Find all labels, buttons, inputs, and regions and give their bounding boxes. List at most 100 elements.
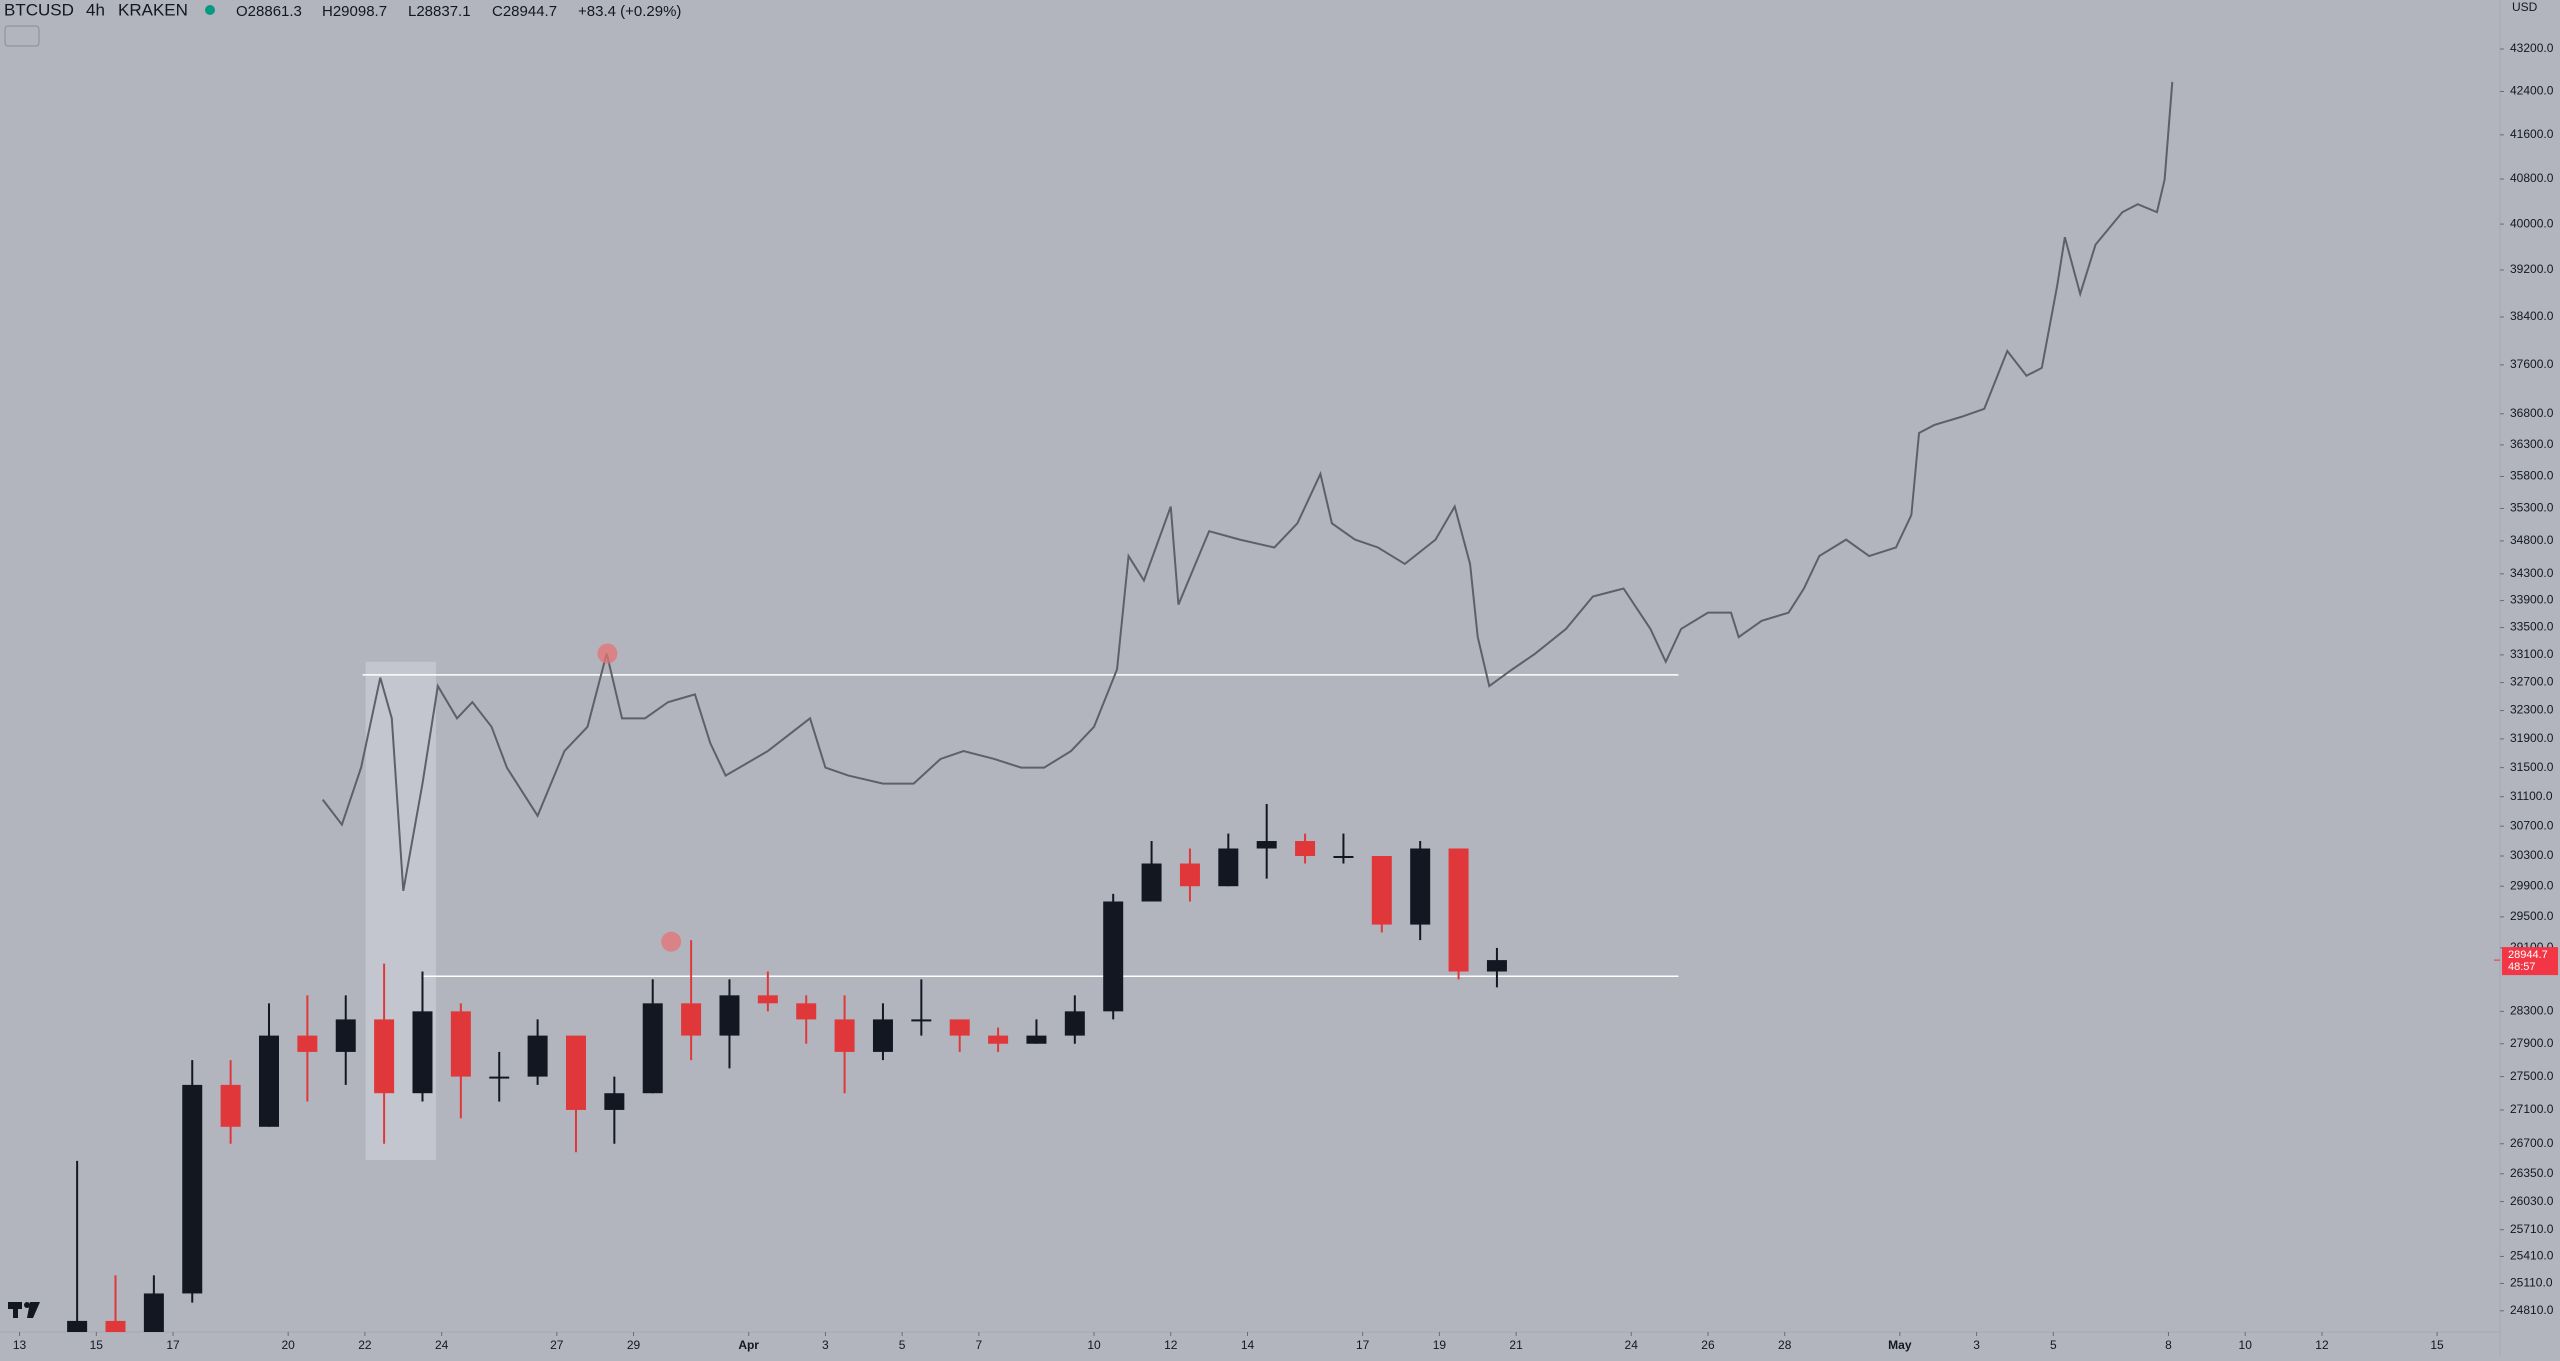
candle-body	[412, 1011, 433, 1094]
overlay-line	[321, 81, 2174, 891]
x-tick-label: 21	[1509, 1338, 1523, 1352]
y-tick-label: 26700.0	[2510, 1136, 2554, 1150]
x-tick-label: 22	[358, 1338, 372, 1352]
candle-body	[1410, 848, 1431, 925]
ohlc-high: H29098.7	[322, 3, 387, 20]
y-tick-label: 40800.0	[2510, 171, 2554, 185]
y-tick-label: 43200.0	[2510, 41, 2554, 55]
y-tick-label: 31500.0	[2510, 760, 2554, 774]
y-tick-label: 33100.0	[2510, 647, 2554, 661]
y-tick-label: 35800.0	[2510, 469, 2554, 483]
y-tick-label: 26350.0	[2510, 1166, 2554, 1180]
x-tick-label: 17	[1356, 1338, 1370, 1352]
candle-body	[1179, 863, 1200, 887]
y-tick-label: 25110.0	[2510, 1276, 2553, 1290]
y-tick-label: 42400.0	[2510, 84, 2554, 98]
candle-body	[834, 1019, 855, 1052]
y-tick-label: 38400.0	[2510, 309, 2554, 323]
candle-body	[374, 1019, 395, 1094]
candle-body	[565, 1035, 586, 1110]
x-tick-label: 24	[435, 1338, 449, 1352]
x-tick-label: 5	[2050, 1338, 2057, 1352]
y-tick-label: 25410.0	[2510, 1249, 2554, 1263]
x-tick-label: 3	[822, 1338, 829, 1352]
x-tick-label: 15	[2430, 1338, 2444, 1352]
candle-body	[1295, 841, 1316, 856]
candle-body	[911, 1019, 932, 1022]
y-tick-label: 36300.0	[2510, 437, 2554, 451]
y-tick-label: 31100.0	[2510, 789, 2553, 803]
candle-body	[182, 1084, 203, 1294]
y-tick-label: 32300.0	[2510, 703, 2554, 717]
candle-body	[335, 1019, 356, 1052]
y-tick-label: 24810.0	[2510, 1303, 2554, 1317]
change: +83.4 (+0.29%)	[578, 3, 681, 20]
currency[interactable]: USD	[2512, 0, 2538, 14]
candle-body	[1103, 901, 1124, 1012]
status-dot	[205, 5, 215, 15]
y-tick-label: 26030.0	[2510, 1194, 2554, 1208]
y-tick-label: 34800.0	[2510, 533, 2554, 547]
candle-body	[1141, 863, 1162, 902]
x-tick-label: 5	[899, 1338, 906, 1352]
candle-body	[1448, 848, 1469, 972]
candle-body	[220, 1084, 241, 1127]
marker	[661, 931, 682, 952]
x-tick-label: 10	[2239, 1338, 2253, 1352]
x-tick-label: 27	[550, 1338, 564, 1352]
y-tick-label: 31900.0	[2510, 731, 2554, 745]
plot-area	[67, 81, 2174, 1332]
last-price-box	[2502, 947, 2558, 976]
y-tick-label: 35300.0	[2510, 501, 2554, 515]
y-tick-label: 28300.0	[2510, 1004, 2554, 1018]
candle-body	[1026, 1035, 1047, 1044]
candle-body	[1371, 855, 1392, 925]
candle-body	[757, 995, 778, 1004]
candle-body	[1218, 848, 1239, 887]
candle-body	[604, 1093, 625, 1110]
y-tick-label: 36800.0	[2510, 406, 2554, 420]
x-tick-label: 19	[1433, 1338, 1447, 1352]
y-tick-label: 29500.0	[2510, 909, 2554, 923]
x-tick-label: 12	[1164, 1338, 1178, 1352]
x-tick-label: 10	[1087, 1338, 1101, 1352]
interval: 4h	[86, 0, 105, 19]
ohlc-close: C28944.7	[492, 3, 557, 20]
x-tick-label: 7	[976, 1338, 983, 1352]
x-tick-label: Apr	[738, 1338, 759, 1352]
y-tick-label: 30700.0	[2510, 818, 2554, 832]
collapse-button[interactable]	[4, 25, 40, 47]
candle-body	[1064, 1011, 1085, 1036]
countdown: 48:57	[2508, 961, 2536, 973]
candle-body	[719, 995, 740, 1036]
candle-body	[1333, 855, 1354, 858]
y-tick-label: 29900.0	[2510, 878, 2554, 892]
x-tick-label: 29	[627, 1338, 641, 1352]
candle-body	[988, 1035, 1009, 1044]
x-tick-label: 3	[1973, 1338, 1980, 1352]
y-tick-label: 33500.0	[2510, 620, 2554, 634]
candle-body	[681, 1003, 702, 1036]
candle-body	[642, 1003, 663, 1094]
x-tick-label: May	[1888, 1338, 1912, 1352]
x-tick-label: 13	[13, 1338, 27, 1352]
candle-body	[872, 1019, 893, 1052]
ohlc-low: L28837.1	[408, 3, 471, 20]
x-tick-label: 20	[282, 1338, 296, 1352]
candle-body	[1486, 960, 1507, 972]
x-tick-label: 28	[1778, 1338, 1792, 1352]
candle-body	[105, 1320, 126, 1332]
candle-body	[1256, 841, 1277, 849]
y-tick-label: 33900.0	[2510, 593, 2554, 607]
x-tick-label: 26	[1701, 1338, 1715, 1352]
marker	[597, 643, 618, 664]
candle-body	[949, 1019, 970, 1036]
y-tick-label: 27100.0	[2510, 1102, 2554, 1116]
x-tick-label: 15	[90, 1338, 104, 1352]
y-tick-label: 39200.0	[2510, 262, 2554, 276]
y-tick-label: 40000.0	[2510, 216, 2554, 230]
y-tick-label: 27900.0	[2510, 1036, 2554, 1050]
y-tick-label: 25710.0	[2510, 1222, 2554, 1236]
x-tick-label: 17	[166, 1338, 180, 1352]
